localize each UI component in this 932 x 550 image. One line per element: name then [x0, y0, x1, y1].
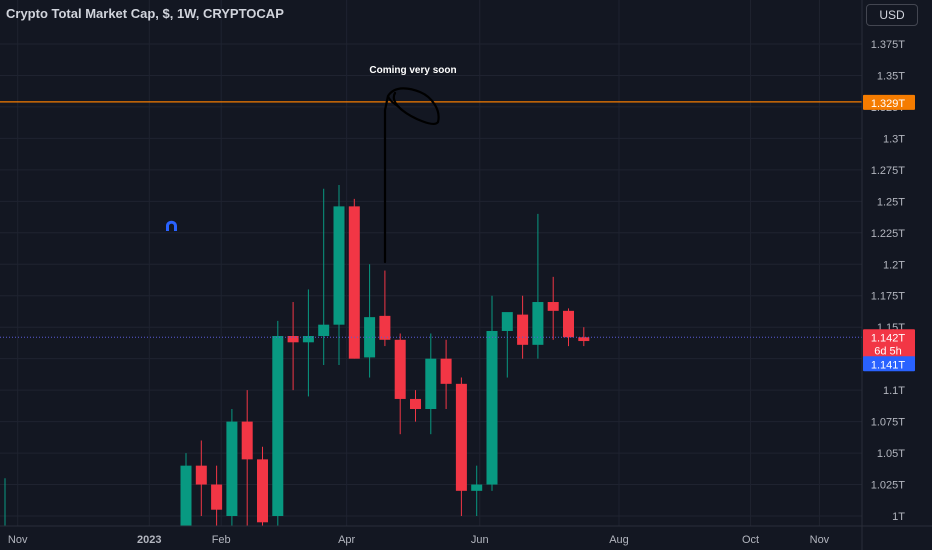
currency-button[interactable]: USD	[866, 4, 918, 26]
candle-body	[333, 206, 345, 325]
candle-body	[211, 484, 223, 510]
prev-close-badge-text: 1.141T	[871, 359, 906, 371]
y-tick-label: 1.225T	[871, 228, 906, 240]
candle-body	[379, 315, 391, 340]
candle-body	[257, 459, 268, 523]
y-tick-label: 1.1T	[883, 385, 905, 397]
x-tick-label: Nov	[810, 534, 830, 546]
candle-body	[226, 421, 238, 516]
candle	[471, 465, 483, 516]
candle-body	[410, 398, 421, 410]
candle	[287, 302, 299, 391]
x-tick-label: Oct	[742, 534, 759, 546]
candle-body	[471, 484, 483, 491]
hand-drawn-arrow	[383, 87, 440, 264]
candle	[257, 446, 268, 526]
candle	[195, 440, 207, 516]
drawing-layer	[166, 87, 440, 264]
candle-body	[425, 358, 437, 410]
candle	[501, 312, 513, 378]
y-tick-label: 1.025T	[871, 480, 906, 492]
candle-body	[272, 336, 284, 516]
y-tick-label: 1.2T	[883, 259, 905, 271]
candle	[394, 333, 406, 435]
candle	[211, 465, 223, 526]
chart-title: Crypto Total Market Cap, $, 1W, CRYPTOCA…	[6, 6, 284, 21]
x-tick-label: Nov	[8, 534, 28, 546]
annotation-text: Coming very soon	[369, 65, 456, 76]
candle	[440, 339, 452, 410]
candle	[348, 198, 360, 359]
candle	[364, 264, 376, 378]
candle	[486, 295, 498, 491]
x-tick-label: Apr	[338, 534, 355, 546]
candle-body	[547, 302, 559, 311]
current-price-badge-text: 6d 5h	[874, 345, 902, 357]
y-tick-label: 1.3T	[883, 133, 905, 145]
candle-body	[517, 314, 529, 345]
candle	[272, 320, 284, 526]
candle	[318, 188, 330, 365]
candle-body	[455, 383, 467, 491]
candle	[455, 377, 467, 516]
candle-body	[440, 358, 452, 384]
horizontal-line-badge: 1.329T	[863, 94, 915, 110]
x-tick-label: Feb	[212, 534, 231, 546]
candle-body	[318, 324, 330, 337]
y-tick-label: 1.35T	[877, 70, 905, 82]
candle	[578, 327, 590, 347]
candle	[410, 390, 421, 422]
candle-body	[486, 330, 498, 485]
y-tick-label: 1.275T	[871, 165, 906, 177]
current-price-badge-bg	[863, 329, 915, 358]
candle	[563, 308, 574, 347]
candle	[517, 295, 529, 359]
candle-body	[501, 312, 513, 331]
candle-body	[532, 302, 544, 345]
candle	[333, 184, 345, 365]
y-tick-label: 1.05T	[877, 448, 905, 460]
candle-body	[180, 465, 192, 526]
y-tick-label: 1T	[892, 511, 905, 523]
x-tick-label: Aug	[609, 534, 629, 546]
lines-layer	[0, 101, 862, 338]
x-tick-label: Jun	[471, 534, 489, 546]
prev-close-badge: 1.141T	[863, 356, 915, 372]
candle-body	[348, 206, 360, 359]
candle	[379, 270, 391, 347]
grid-layer	[0, 0, 862, 526]
y-tick-label: 1.25T	[877, 196, 905, 208]
horizontal-line-badge-bg	[863, 94, 915, 110]
candle-body	[302, 336, 314, 343]
candles-layer	[4, 184, 590, 526]
candle	[532, 213, 544, 359]
arrow-tail	[387, 95, 403, 111]
magnet-icon[interactable]	[166, 220, 177, 231]
candle-body	[287, 336, 299, 343]
x-tick-label: 2023	[137, 534, 161, 546]
candle	[302, 289, 314, 397]
candle-body	[563, 310, 574, 338]
candle-body	[195, 465, 207, 485]
y-tick-label: 1.075T	[871, 417, 906, 429]
current-price-badge-text: 1.142T	[871, 332, 906, 344]
candle-body	[394, 339, 406, 399]
candle	[180, 453, 192, 526]
candle-body	[578, 337, 590, 342]
candle	[425, 333, 437, 435]
candle	[226, 409, 238, 526]
y-tick-label: 1.175T	[871, 291, 906, 303]
y-tick-label: 1.375T	[871, 39, 906, 51]
prev-close-badge-bg	[863, 356, 915, 372]
candle	[547, 276, 559, 340]
candle	[241, 390, 253, 526]
candle-body	[241, 421, 253, 460]
horizontal-line-badge-text: 1.329T	[871, 98, 906, 110]
